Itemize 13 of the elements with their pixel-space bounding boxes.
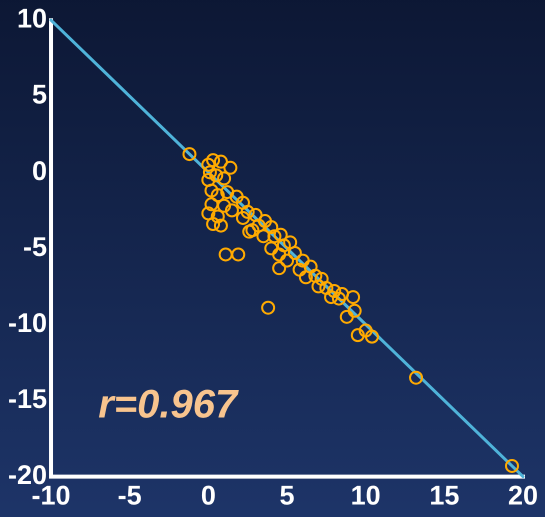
- x-tick-label: -5: [118, 480, 142, 510]
- x-tick-label: 10: [350, 480, 381, 510]
- x-tick-label: 0: [200, 480, 216, 510]
- y-tick-label: -10: [8, 308, 48, 338]
- x-tick-label: 15: [429, 480, 460, 510]
- y-tick-label: 5: [32, 80, 48, 110]
- y-tick-label: -15: [8, 384, 48, 414]
- x-tick-label: 20: [508, 480, 538, 510]
- y-tick-label: 0: [32, 156, 48, 186]
- annotation: r=0.967: [98, 382, 239, 426]
- x-tick-label: 5: [279, 480, 295, 510]
- y-tick-label: -5: [23, 232, 48, 262]
- y-tick-label: 10: [16, 4, 48, 34]
